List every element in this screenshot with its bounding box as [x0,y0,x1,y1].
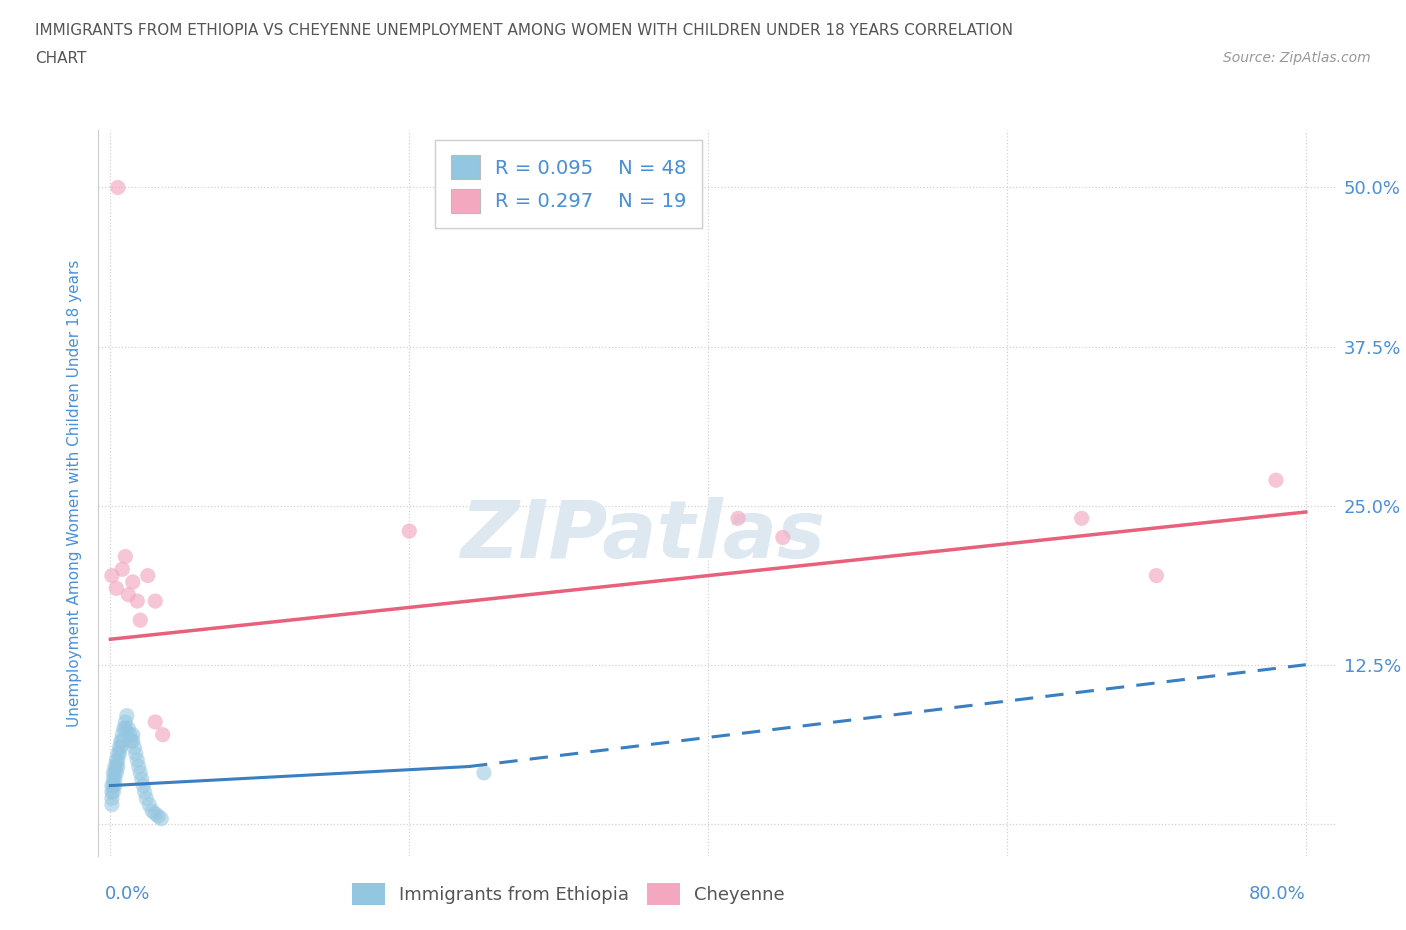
Point [141,804,163,818]
Point [121,727,143,742]
Point [103,772,125,787]
Point [101,797,124,812]
Point [143,593,166,608]
Point [104,759,127,774]
Y-axis label: Unemployment Among Women with Children Under 18 years: Unemployment Among Women with Children U… [67,259,83,726]
Point [114,714,136,729]
Legend: R = 0.095    N = 48, R = 0.297    N = 19: R = 0.095 N = 48, R = 0.297 N = 19 [434,140,702,228]
Point [472,765,495,780]
Point [111,734,134,749]
Point [125,747,148,762]
Point [105,759,128,774]
Point [114,549,136,564]
Point [101,778,124,793]
Point [127,593,149,608]
Point [101,790,124,805]
Point [127,752,149,767]
Point [105,581,128,596]
Point [121,575,143,590]
Point [112,721,135,736]
Point [103,785,125,800]
Point [111,727,134,742]
Point [118,727,141,742]
Point [150,811,173,826]
Point [132,778,155,793]
Point [120,734,142,749]
Point [1264,472,1286,487]
Text: IMMIGRANTS FROM ETHIOPIA VS CHEYENNE UNEMPLOYMENT AMONG WOMEN WITH CHILDREN UNDE: IMMIGRANTS FROM ETHIOPIA VS CHEYENNE UNE… [35,23,1014,38]
Point [135,790,157,805]
Point [1144,568,1167,583]
Point [398,524,420,538]
Point [131,772,153,787]
Point [128,759,150,774]
Point [105,752,128,767]
Point [117,587,139,602]
Point [129,613,152,628]
Point [114,721,136,736]
Point [111,562,134,577]
Point [136,568,159,583]
Point [124,740,146,755]
Point [117,721,139,736]
Point [107,747,129,762]
Point [121,734,143,749]
Point [101,568,124,583]
Point [107,759,129,774]
Point [107,180,129,195]
Point [148,809,170,824]
Point [138,797,160,812]
Point [104,765,127,780]
Text: ZIPatlas: ZIPatlas [460,498,825,576]
Point [1070,511,1092,525]
Text: Source: ZipAtlas.com: Source: ZipAtlas.com [1223,51,1371,65]
Point [110,740,132,755]
Point [110,734,132,749]
Point [101,785,124,800]
Point [108,747,131,762]
Point [107,752,129,767]
Point [134,785,156,800]
Point [103,765,125,780]
Point [115,708,138,723]
Text: CHART: CHART [35,51,87,66]
Text: 80.0%: 80.0% [1249,884,1306,903]
Point [129,765,152,780]
Point [103,778,125,793]
Point [727,511,749,525]
Point [108,740,131,755]
Point [143,806,166,821]
Point [143,714,166,729]
Text: 0.0%: 0.0% [104,884,150,903]
Point [152,727,174,742]
Point [105,765,128,780]
Point [104,778,127,793]
Point [104,772,127,787]
Point [772,530,794,545]
